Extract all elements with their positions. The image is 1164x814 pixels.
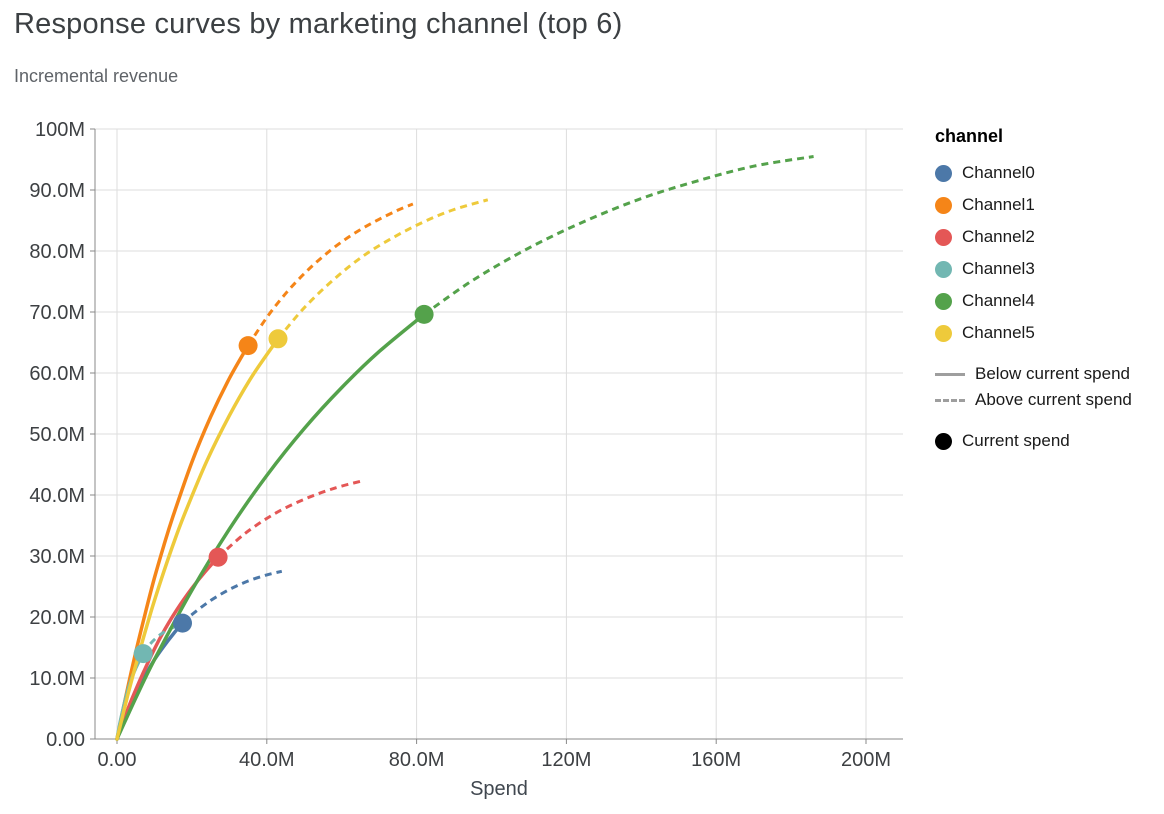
current-spend-dot-Channel2 xyxy=(208,547,228,567)
legend-label: Channel5 xyxy=(962,323,1035,342)
legend-swatch-icon xyxy=(935,164,952,182)
legend-swatch-icon xyxy=(935,228,952,246)
y-tick-label: 80.0M xyxy=(29,241,85,263)
x-tick-label: 160M xyxy=(691,749,741,771)
legend: channel Channel0 Channel1 Channel2 Channel3… xyxy=(935,126,1161,457)
chart-subtitle: Incremental revenue xyxy=(14,66,179,86)
chart-title: Response curves by marketing channel (to… xyxy=(14,8,623,40)
current-spend-dot-Channel1 xyxy=(238,336,258,356)
legend-item-current-spend: Current spend xyxy=(935,425,1161,457)
y-tick-label: 50.0M xyxy=(29,424,85,446)
series-line-solid-Channel1 xyxy=(115,343,250,741)
x-tick-label: 80.0M xyxy=(389,749,445,771)
legend-label: Channel2 xyxy=(962,227,1035,246)
series-line-dashed-Channel0 xyxy=(181,569,283,625)
legend-spacer xyxy=(935,413,1161,425)
legend-spacer xyxy=(935,349,1161,361)
legend-label: Channel4 xyxy=(962,291,1035,310)
legend-item-channel3: Channel3 xyxy=(935,253,1161,285)
legend-label: Channel1 xyxy=(962,195,1035,214)
series-line-solid-Channel4 xyxy=(115,312,426,741)
x-axis-title: Spend xyxy=(470,778,528,800)
legend-label: Channel3 xyxy=(962,259,1035,278)
current-spend-dot-Channel5 xyxy=(268,329,288,349)
series-line-dashed-Channel1 xyxy=(246,202,414,347)
y-tick-label: 100M xyxy=(35,119,85,141)
series-line-solid-Channel0 xyxy=(115,621,185,741)
series-line-dashed-Channel2 xyxy=(217,478,365,559)
legend-item-channel5: Channel5 xyxy=(935,317,1161,349)
legend-label: Channel0 xyxy=(962,163,1035,182)
legend-swatch-icon xyxy=(935,292,952,310)
solid-line-icon xyxy=(935,372,965,376)
series-line-dashed-Channel5 xyxy=(276,198,489,340)
x-tick-label: 40.0M xyxy=(239,749,295,771)
current-spend-dot-Channel0 xyxy=(173,613,192,633)
legend-item-channel0: Channel0 xyxy=(935,157,1161,189)
series-line-solid-Channel2 xyxy=(115,555,220,741)
legend-swatch-icon xyxy=(935,324,952,342)
y-tick-label: 40.0M xyxy=(29,485,85,507)
y-tick-label: 10.0M xyxy=(29,668,85,690)
y-tick-label: 20.0M xyxy=(29,607,85,629)
legend-item-channel4: Channel4 xyxy=(935,285,1161,317)
legend-item-channel1: Channel1 xyxy=(935,189,1161,221)
current-spend-dot-Channel3 xyxy=(133,644,153,664)
legend-swatch-icon xyxy=(935,260,952,278)
x-tick-label: 120M xyxy=(541,749,591,771)
y-tick-label: 30.0M xyxy=(29,546,85,568)
legend-label: Current spend xyxy=(962,431,1070,450)
y-tick-label: 0.00 xyxy=(46,729,85,751)
y-tick-label: 60.0M xyxy=(29,363,85,385)
x-tick-label: 200M xyxy=(841,749,891,771)
current-spend-dot-Channel4 xyxy=(414,304,434,324)
series-line-dashed-Channel4 xyxy=(423,155,814,316)
x-tick-label: 0.00 xyxy=(98,749,137,771)
legend-label: Below current spend xyxy=(975,364,1130,383)
legend-channel-list: Channel0 Channel1 Channel2 Channel3 Channel4… xyxy=(935,157,1161,349)
y-tick-label: 90.0M xyxy=(29,180,85,202)
legend-swatch-icon xyxy=(935,196,952,214)
dashed-line-icon xyxy=(935,398,965,402)
legend-title: channel xyxy=(935,126,1004,146)
series-line-solid-Channel5 xyxy=(115,337,280,741)
legend-label: Above current spend xyxy=(975,390,1132,409)
legend-item-above-current-spend: Above current spend xyxy=(935,387,1161,413)
y-tick-label: 70.0M xyxy=(29,302,85,324)
current-spend-dot-icon xyxy=(935,432,952,450)
legend-item-below-current-spend: Below current spend xyxy=(935,361,1161,387)
legend-item-channel2: Channel2 xyxy=(935,221,1161,253)
